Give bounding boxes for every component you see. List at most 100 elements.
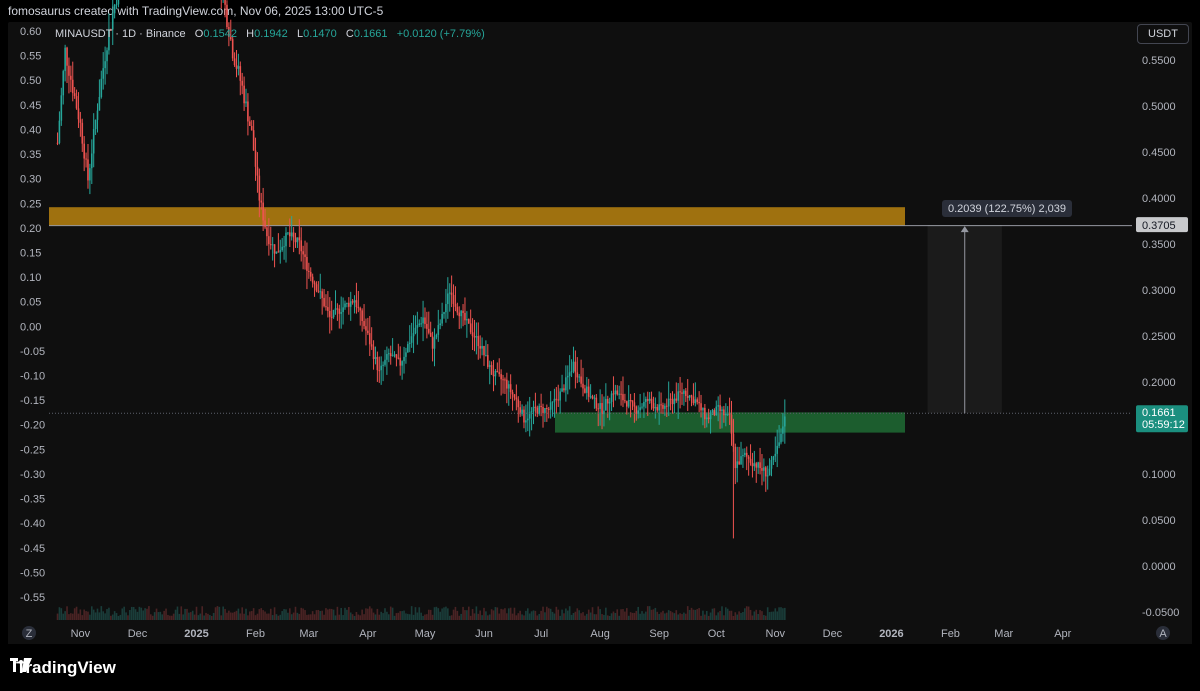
volume-bar: [210, 615, 213, 620]
volume-bar: [161, 614, 164, 620]
tradingview-logo[interactable]: TradingView: [10, 658, 116, 678]
left-axis-tick: 0.60: [20, 26, 41, 38]
volume-bar: [302, 608, 304, 620]
left-axis-tick: 0.30: [20, 174, 41, 186]
candle-body: [330, 316, 333, 318]
volume-bar: [677, 614, 679, 620]
volume-bar: [262, 610, 264, 620]
symbol-label[interactable]: MINAUSDT · 1D · Binance: [55, 28, 186, 40]
candle-body: [308, 270, 310, 272]
candle-body: [412, 333, 415, 337]
candle-body: [283, 246, 285, 248]
candle-body: [464, 312, 466, 321]
volume-bar: [252, 608, 255, 620]
candle-body: [485, 355, 487, 357]
candle-body: [102, 68, 105, 79]
candle-body: [414, 327, 417, 334]
right-axis-tick: 0.4500: [1142, 147, 1176, 159]
candle-body: [685, 390, 687, 397]
measure-label-box: [942, 200, 1072, 217]
volume-bar: [104, 613, 106, 620]
auto-scale-left-button[interactable]: [22, 626, 36, 640]
candle-body: [707, 417, 710, 420]
candle-body: [559, 391, 561, 401]
candle-body: [622, 394, 624, 401]
candle-body: [79, 119, 82, 123]
left-axis-tick: -0.10: [20, 371, 45, 383]
volume-bar: [445, 606, 447, 620]
candle-body: [635, 406, 638, 414]
candle-body: [104, 61, 106, 69]
volume-bar: [344, 607, 346, 620]
candle-body: [749, 458, 752, 463]
x-axis-band: [8, 622, 1192, 644]
currency-button[interactable]: USDT: [1137, 24, 1189, 44]
candle-body: [721, 409, 723, 412]
candle-body: [462, 310, 464, 313]
volume-bar: [745, 606, 748, 620]
volume-bar: [616, 609, 619, 620]
volume-bar: [469, 615, 472, 620]
volume-bar: [250, 611, 253, 620]
volume-bar: [719, 610, 721, 620]
candle-body: [597, 408, 600, 410]
volume-bar: [443, 607, 445, 620]
right-axis-tick: 0.4000: [1142, 193, 1176, 205]
candle-body: [249, 121, 251, 126]
candle-body: [327, 307, 329, 311]
volume-bar: [71, 613, 74, 620]
volume-bar: [467, 606, 470, 620]
volume-bar: [167, 614, 169, 620]
volume-bar: [288, 608, 291, 620]
volume-bar: [203, 615, 205, 620]
candle-body: [719, 405, 721, 412]
candle-body: [646, 398, 649, 401]
volume-bar: [517, 613, 520, 620]
auto-scale-right-button[interactable]: [1156, 626, 1170, 640]
left-axis-tick: 0.20: [20, 223, 41, 235]
candle-body: [467, 318, 470, 324]
footer-bar: [0, 644, 1200, 691]
volume-bar: [466, 610, 468, 620]
volume-bar: [414, 607, 417, 620]
candle-body: [304, 254, 306, 257]
volume-bar: [485, 611, 487, 620]
volume-bar: [618, 615, 620, 620]
candle-body: [113, 4, 116, 14]
left-axis-tick: -0.55: [20, 592, 45, 604]
x-axis-label: Mar: [994, 628, 1013, 640]
candle-body: [64, 47, 66, 72]
candle-body: [629, 399, 632, 401]
candle-body: [62, 71, 65, 96]
candle-body: [525, 420, 527, 423]
candle-body: [58, 120, 61, 143]
candle-body: [690, 395, 693, 397]
volume-bar: [763, 615, 765, 620]
candle-body: [772, 456, 775, 460]
volume-bar: [713, 608, 716, 620]
candle-body: [424, 317, 426, 324]
volume-bar: [424, 614, 426, 620]
left-axis-tick: -0.50: [20, 567, 45, 579]
candle-body: [368, 333, 371, 345]
volume-bar: [140, 607, 143, 620]
candle-body: [361, 310, 363, 322]
candle-body: [466, 318, 468, 321]
volume-bar: [277, 615, 280, 620]
volume-bar: [228, 610, 230, 620]
candle-body: [264, 220, 266, 228]
volume-bar: [513, 607, 516, 620]
candle-body: [633, 402, 636, 407]
candle-body: [294, 237, 297, 243]
volume-bar: [631, 612, 634, 620]
candle-body: [730, 414, 733, 434]
volume-bar: [412, 614, 415, 620]
volume-bar: [549, 608, 552, 620]
candle-body: [595, 397, 598, 409]
volume-bar: [176, 606, 179, 620]
volume-bar: [538, 613, 541, 620]
volume-bar: [515, 615, 518, 620]
volume-bar: [283, 609, 285, 620]
x-axis-label: 2026: [879, 628, 903, 640]
